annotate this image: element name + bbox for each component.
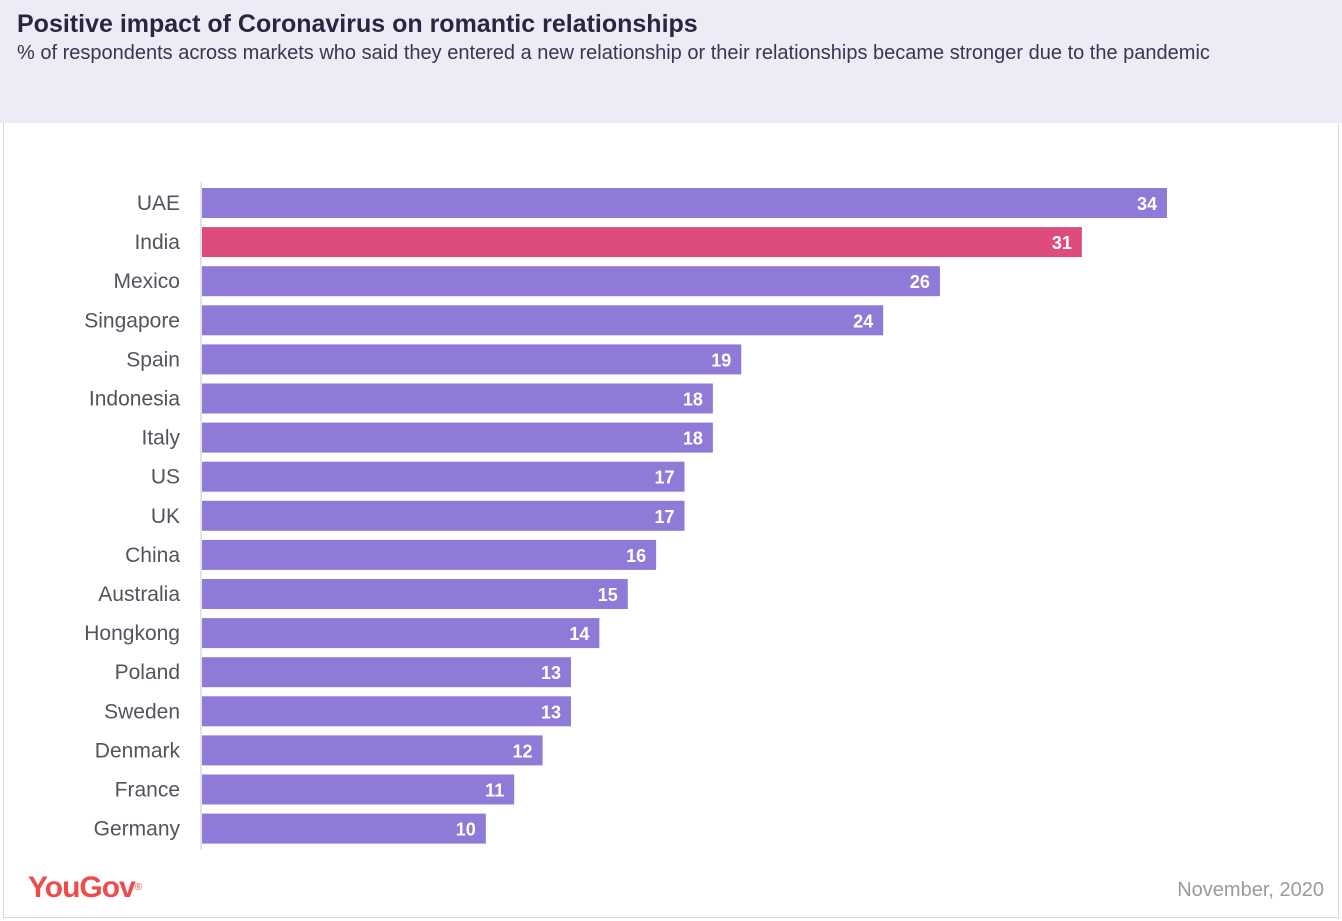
chart-title: Positive impact of Coronavirus on romant… bbox=[17, 10, 698, 38]
value-label: 26 bbox=[910, 272, 930, 292]
value-label: 17 bbox=[654, 507, 674, 527]
category-label: UK bbox=[151, 505, 180, 528]
category-label: Mexico bbox=[113, 270, 180, 293]
category-label: Sweden bbox=[104, 700, 180, 723]
bar-uae bbox=[202, 188, 1167, 218]
value-label: 13 bbox=[541, 702, 561, 722]
category-label: Poland bbox=[115, 661, 180, 684]
bar-china bbox=[202, 539, 657, 570]
bar-spain bbox=[202, 344, 742, 375]
bar-germany bbox=[202, 813, 486, 844]
bar-indonesia bbox=[202, 383, 713, 414]
bar-india bbox=[202, 227, 1082, 258]
value-label: 17 bbox=[654, 468, 674, 488]
value-label: 14 bbox=[569, 624, 589, 644]
bar-australia bbox=[202, 579, 628, 609]
value-label: 12 bbox=[513, 741, 533, 761]
chart-subtitle: % of respondents across markets who said… bbox=[17, 42, 1210, 64]
category-label: UAE bbox=[137, 192, 180, 215]
value-label: 16 bbox=[626, 546, 646, 566]
value-label: 15 bbox=[598, 585, 618, 605]
brand-name: YouGov bbox=[28, 871, 136, 904]
category-label: Italy bbox=[141, 427, 180, 450]
yougov-logo: YouGov® bbox=[28, 870, 142, 906]
bar-us bbox=[202, 461, 685, 492]
value-label: 11 bbox=[485, 781, 504, 801]
value-label: 34 bbox=[1137, 194, 1157, 214]
bar-singapore bbox=[202, 305, 884, 336]
category-label: Singapore bbox=[84, 309, 180, 332]
bar-mexico bbox=[202, 266, 940, 297]
bar-france bbox=[202, 774, 515, 805]
category-label: France bbox=[115, 779, 180, 802]
bar-sweden bbox=[202, 696, 571, 727]
chart-header: Positive impact of Coronavirus on romant… bbox=[0, 0, 1342, 123]
bar-uk bbox=[202, 500, 685, 531]
value-label: 31 bbox=[1052, 233, 1072, 253]
value-label: 10 bbox=[456, 820, 476, 840]
category-label: India bbox=[134, 231, 180, 254]
bar-denmark bbox=[202, 735, 543, 766]
category-label: Indonesia bbox=[89, 388, 180, 411]
bar-italy bbox=[202, 422, 713, 453]
bar-hongkong bbox=[202, 618, 600, 649]
category-label: Australia bbox=[98, 583, 180, 606]
category-label: China bbox=[125, 544, 180, 567]
publication-date: November, 2020 bbox=[1177, 879, 1324, 901]
category-label: Hongkong bbox=[84, 622, 180, 645]
value-label: 18 bbox=[683, 429, 703, 449]
registered-mark-icon: ® bbox=[134, 882, 142, 893]
category-label: Germany bbox=[94, 818, 181, 841]
value-label: 18 bbox=[683, 390, 703, 410]
chart-frame bbox=[3, 123, 1339, 918]
category-label: US bbox=[151, 466, 180, 489]
bar-poland bbox=[202, 657, 571, 688]
value-label: 13 bbox=[541, 663, 561, 683]
category-label: Denmark bbox=[95, 739, 181, 762]
value-label: 24 bbox=[853, 311, 873, 331]
category-label: Spain bbox=[126, 348, 180, 371]
value-label: 19 bbox=[711, 350, 731, 370]
